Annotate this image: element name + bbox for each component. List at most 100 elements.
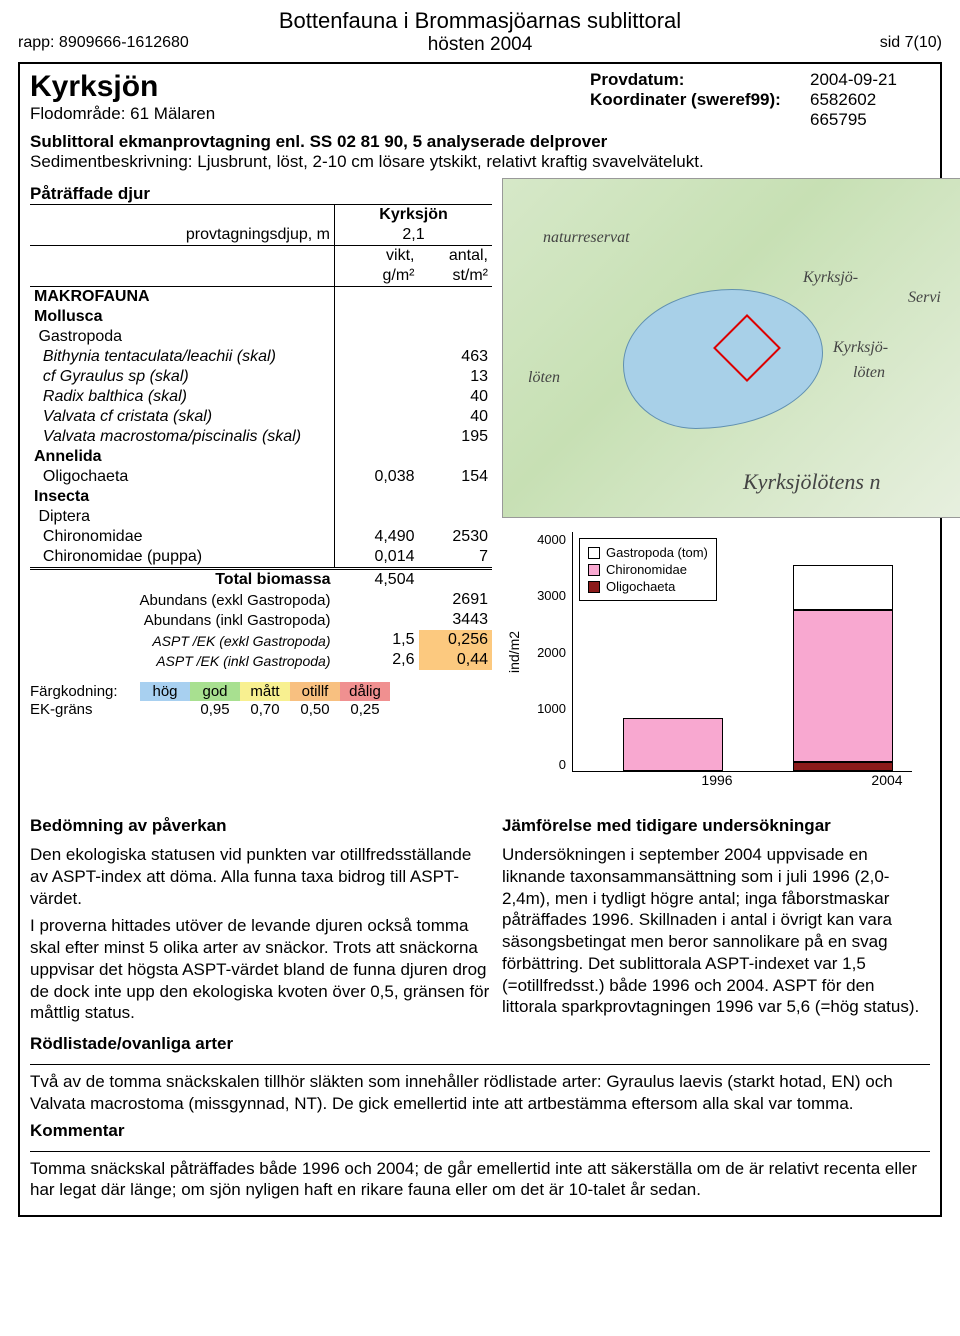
map-label: Kyrksjö-	[833, 339, 888, 357]
color-box: otillf	[290, 682, 340, 701]
legend-swatch	[588, 581, 600, 593]
taxa-name: Bithynia tentaculata/leachii (skal)	[30, 347, 335, 367]
taxa-v2: 195	[419, 427, 493, 447]
bar-chart: ind/m2 40003000200010000 Gastropoda (tom…	[502, 528, 960, 792]
taxa-v1	[335, 447, 419, 467]
taxa-v2: 40	[419, 387, 493, 407]
ek-value: 0,50	[290, 701, 340, 718]
chart-legend-item: Oligochaeta	[588, 579, 708, 594]
depth-value: 2,1	[335, 225, 493, 246]
ek-value	[140, 701, 190, 718]
chart-ytick: 3000	[530, 588, 566, 603]
kommentar-hd: Kommentar	[30, 1121, 930, 1141]
taxa-v2: 2530	[419, 527, 493, 547]
total-v1: 1,5	[335, 630, 419, 650]
total-v2	[419, 569, 493, 591]
map-label: Servi	[908, 289, 941, 307]
taxa-name: Chironomidae	[30, 527, 335, 547]
assess-right-text: Undersökningen i september 2004 uppvisad…	[502, 844, 930, 1018]
chart-ytick: 2000	[530, 645, 566, 660]
page-header: Bottenfauna i Brommasjöarnas sublittoral…	[18, 8, 942, 56]
taxa-v2: 13	[419, 367, 493, 387]
kommentar-text: Tomma snäckskal påträffades både 1996 oc…	[30, 1158, 930, 1202]
ek-row: EK-gräns 0,950,700,500,25	[30, 701, 492, 718]
legend-label: Oligochaeta	[606, 579, 675, 594]
ek-value: 0,70	[240, 701, 290, 718]
taxa-name: Annelida	[30, 447, 335, 467]
total-name: Abundans (inkl Gastropoda)	[30, 610, 335, 630]
taxa-name: Radix balthica (skal)	[30, 387, 335, 407]
map-label: Kyrksjö-	[803, 269, 858, 287]
taxa-v2: 7	[419, 547, 493, 569]
total-v2: 0,256	[419, 630, 493, 650]
total-v1: 4,504	[335, 569, 419, 591]
site-flodomrade: Flodområde: 61 Mälaren	[30, 104, 215, 124]
total-name: Abundans (exkl Gastropoda)	[30, 590, 335, 610]
taxa-name: Oligochaeta	[30, 467, 335, 487]
total-v2: 3443	[419, 610, 493, 630]
map-image: naturreservatKyrksjö-Kyrksjö-lötenlötenS…	[502, 178, 960, 518]
total-v2: 2691	[419, 590, 493, 610]
taxa-v1	[335, 407, 419, 427]
chart-ylabel: ind/m2	[506, 532, 524, 772]
total-v1: 2,6	[335, 650, 419, 670]
total-name: ASPT /EK (inkl Gastropoda)	[30, 650, 335, 670]
chart-ytick: 1000	[530, 701, 566, 716]
redlist-hd: Rödlistade/ovanliga arter	[30, 1034, 492, 1054]
total-v1	[335, 590, 419, 610]
legend-swatch	[588, 564, 600, 576]
taxa-v1	[335, 507, 419, 527]
taxa-v1	[335, 307, 419, 327]
taxa-v1	[335, 487, 419, 507]
taxa-v1	[335, 347, 419, 367]
assess-left: Bedömning av påverkan Den ekologiska sta…	[30, 810, 492, 1054]
taxa-v2	[419, 447, 493, 467]
taxa-name: Chironomidae (puppa)	[30, 547, 335, 569]
color-box: hög	[140, 682, 190, 701]
taxa-name: Gastropoda	[30, 327, 335, 347]
col2-label-b: st/m²	[419, 266, 493, 287]
taxa-heading: Påträffade djur	[30, 184, 492, 204]
legend-swatch	[588, 547, 600, 559]
chart-legend-item: Chironomidae	[588, 562, 708, 577]
taxa-name: Valvata cf cristata (skal)	[30, 407, 335, 427]
color-legend: Färgkodning: höggodmåttotillfdålig	[30, 682, 492, 701]
ek-label: EK-gräns	[30, 701, 140, 718]
taxa-v2	[419, 507, 493, 527]
table-site-head: Kyrksjön	[335, 205, 493, 226]
koord-label: Koordinater (sweref99):	[590, 90, 810, 110]
ek-value: 0,25	[340, 701, 390, 718]
header-rapp: rapp: 8909666-1612680	[18, 34, 189, 52]
color-box: god	[190, 682, 240, 701]
chart-bar	[793, 565, 893, 772]
site-title-block: Kyrksjön Flodområde: 61 Mälaren	[30, 70, 215, 124]
left-column: Påträffade djur Kyrksjön provtagningsdju…	[30, 178, 492, 792]
total-name: Total biomassa	[30, 569, 335, 591]
separator-2	[30, 1151, 930, 1152]
taxa-v2	[419, 487, 493, 507]
chart-legend: Gastropoda (tom) Chironomidae Oligochaeta	[579, 538, 717, 601]
assess-left-hd: Bedömning av påverkan	[30, 816, 492, 836]
taxa-name: Diptera	[30, 507, 335, 527]
header-page: sid 7(10)	[880, 34, 942, 52]
taxa-name: Mollusca	[30, 307, 335, 327]
chart-ytick: 0	[530, 757, 566, 772]
page-root: Bottenfauna i Brommasjöarnas sublittoral…	[0, 0, 960, 1247]
chart-bar	[623, 718, 723, 771]
color-box: mått	[240, 682, 290, 701]
koord-y: 665795	[810, 110, 930, 130]
col2-label-a: antal,	[419, 246, 493, 267]
provdatum-label: Provdatum:	[590, 70, 810, 90]
chart-segment	[793, 565, 893, 610]
map-lake-shape	[623, 289, 823, 429]
taxa-name: MAKROFAUNA	[30, 287, 335, 308]
total-v2: 0,44	[419, 650, 493, 670]
chart-legend-item: Gastropoda (tom)	[588, 545, 708, 560]
col1-label-a: vikt,	[335, 246, 419, 267]
color-legend-label: Färgkodning:	[30, 683, 140, 700]
content-columns: Påträffade djur Kyrksjön provtagningsdju…	[30, 178, 930, 792]
site-header-row: Kyrksjön Flodområde: 61 Mälaren Provdatu…	[30, 70, 930, 130]
separator-1	[30, 1064, 930, 1065]
taxa-v1	[335, 427, 419, 447]
col1-label-b: g/m²	[335, 266, 419, 287]
